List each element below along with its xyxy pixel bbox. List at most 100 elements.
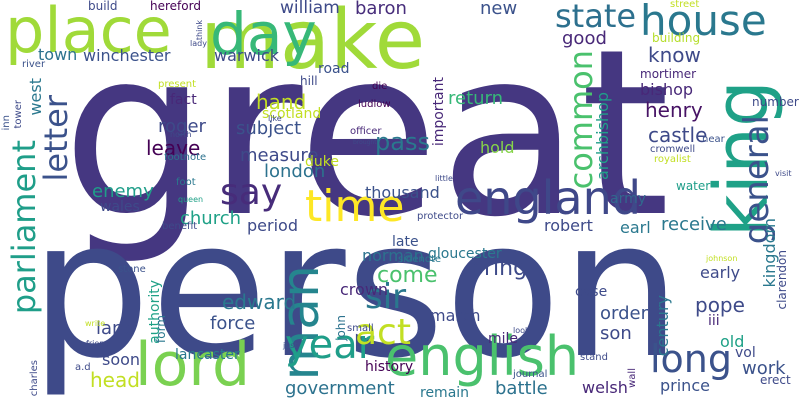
word-battle: battle [495, 378, 548, 399]
word-roger: roger [158, 116, 206, 137]
word-johnson: johnson [706, 254, 738, 263]
word-house: house [640, 0, 767, 45]
word-vol: vol [735, 345, 756, 361]
word-crown: crown [340, 280, 389, 299]
word-near: near [702, 134, 725, 145]
word-cromwell: cromwell [650, 144, 696, 155]
word-church: church [180, 208, 242, 229]
word-hereford: hereford [150, 0, 201, 13]
word-like: like [268, 114, 282, 123]
word-earl: earl [620, 218, 651, 237]
word-wall: wall [627, 368, 638, 388]
word-edward: edward [222, 290, 297, 314]
word-hand: hand [256, 90, 307, 114]
word-die: die [372, 81, 388, 92]
word-pope: pope [695, 293, 745, 317]
word-government: government [285, 378, 395, 399]
word-bishop: bishop [640, 80, 694, 99]
word-stand: stand [580, 352, 608, 363]
word-north: north [170, 130, 192, 139]
word-sidenote: sidenote [398, 254, 442, 265]
word-charles: charles [29, 360, 40, 397]
word-town: town [38, 45, 78, 64]
word-army: army [610, 191, 647, 207]
word-warwick: warwick [214, 46, 280, 65]
word-duke: duke [305, 154, 339, 170]
word-late: late [392, 234, 419, 250]
word-little: little [435, 174, 453, 183]
word-stone: stone [118, 264, 146, 275]
word-great: great [62, 1, 671, 268]
word-mile: mile [488, 331, 519, 347]
word-english: english [385, 325, 580, 388]
word-iii: iii [708, 313, 720, 329]
word-fact: fact [170, 92, 197, 108]
word-ludlow: ludlow [358, 99, 391, 110]
word-come: come [377, 263, 438, 288]
word-brought: brought [353, 139, 377, 146]
word-present: present [158, 79, 197, 90]
word-century: century [653, 295, 672, 357]
word-castle: castle [648, 123, 708, 147]
word-benefit: benefit [162, 221, 198, 232]
word-soon: soon [102, 350, 141, 369]
word-parliament: parliament [5, 140, 43, 315]
word-measure: measure [240, 145, 319, 166]
word-work: work [742, 358, 786, 379]
word-sir: sir [365, 277, 407, 317]
word-history: history [365, 359, 414, 375]
word-ad: a.d [75, 362, 91, 373]
word-hill: hill [300, 74, 318, 88]
word-road: road [318, 61, 350, 77]
word-journal: journal [513, 369, 548, 380]
word-royalist: royalist [654, 154, 691, 165]
word-good: good [562, 28, 607, 49]
word-new: new [480, 0, 518, 19]
word-write: write [85, 319, 106, 328]
word-west: west [26, 78, 45, 116]
word-scotland: scotland [262, 106, 322, 122]
word-baron: baron [355, 0, 407, 19]
word-mortimer: mortimer [640, 67, 697, 81]
word-day: day [210, 0, 317, 68]
word-gloucester: gloucester [428, 246, 502, 262]
word-john: john [334, 315, 348, 341]
word-person: person [30, 179, 682, 400]
word-visit: visit [775, 169, 792, 178]
word-erect: erect [760, 373, 791, 387]
word-year: year [285, 322, 375, 368]
word-small: small [347, 323, 374, 334]
word-london: london [264, 161, 326, 182]
word-remain: remain [420, 385, 470, 400]
word-wales: wales [100, 199, 140, 215]
word-lady: lady [190, 39, 207, 48]
word-lancaster: lancaster [175, 347, 240, 363]
word-enemy: enemy [92, 181, 154, 202]
word-return: return [448, 88, 504, 109]
word-leave: leave [146, 136, 201, 160]
word-lord: lord [135, 330, 251, 400]
word-subject: subject [236, 118, 302, 139]
word-just: just [283, 341, 298, 350]
word-hold: hold [480, 138, 515, 157]
word-know: know [648, 43, 701, 67]
word-old: old [720, 332, 745, 351]
word-act: act [355, 312, 411, 353]
word-look: look [513, 326, 530, 335]
word-inn: inn [1, 115, 12, 131]
word-william: william [280, 0, 340, 18]
word-force: force [210, 313, 256, 334]
word-build: build [88, 0, 118, 13]
word-thousand: thousand [365, 183, 440, 202]
word-case: case [575, 284, 608, 300]
word-officer: officer [350, 126, 382, 137]
word-son: son [600, 323, 632, 344]
word-receive: receive [661, 214, 727, 235]
word-period: period [247, 216, 298, 235]
word-number: number [752, 95, 799, 109]
word-state: state [555, 0, 637, 35]
word-building: building [652, 31, 701, 45]
word-land: land [96, 318, 135, 339]
word-river: river [22, 59, 46, 70]
